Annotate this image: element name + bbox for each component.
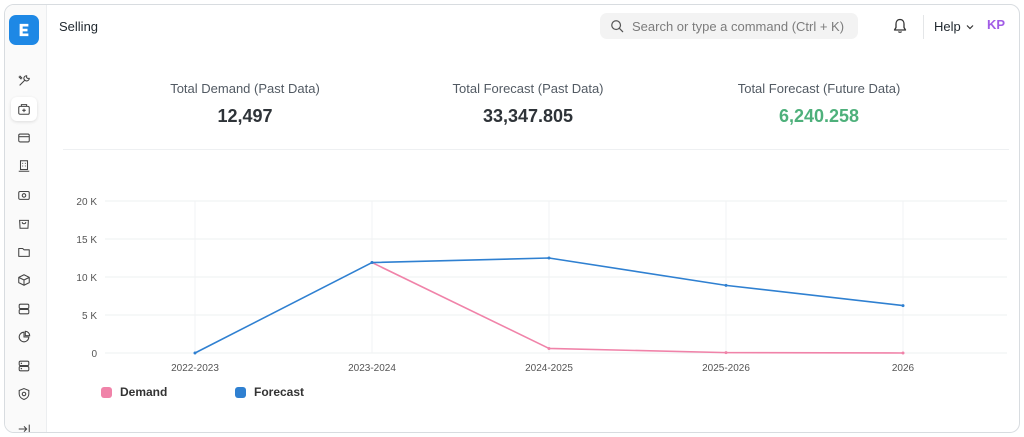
data-point-forecast[interactable] — [901, 304, 905, 308]
data-point-forecast[interactable] — [724, 283, 728, 287]
legend-swatch-demand — [101, 386, 112, 398]
sidebar-item-database[interactable] — [11, 354, 37, 378]
section-divider — [63, 149, 1009, 150]
stat-total-forecast-future: Total Forecast (Future Data) 6,240.258 — [709, 81, 929, 127]
y-tick-label: 5 K — [82, 311, 97, 322]
search-icon — [611, 20, 624, 33]
shopping-bag-icon — [19, 219, 29, 229]
sidebar-item-collapse-sidebar[interactable] — [11, 417, 37, 432]
y-tick-label: 20 K — [76, 197, 97, 208]
search-bar[interactable]: Search or type a command (Ctrl + K) — [600, 13, 858, 39]
legend-item-forecast[interactable]: Forecast — [235, 385, 304, 399]
stat-value: 12,497 — [217, 106, 273, 126]
selling-box-icon — [18, 104, 30, 115]
app-logo[interactable] — [9, 15, 39, 45]
sidebar-item-tools[interactable] — [11, 69, 37, 93]
help-dropdown[interactable]: Help — [934, 19, 975, 34]
legend-item-demand[interactable]: Demand — [101, 385, 167, 399]
sidebar-item-building[interactable] — [11, 154, 37, 178]
sidebar-item-cube[interactable] — [11, 268, 37, 292]
pie-chart-icon — [18, 330, 31, 343]
sidebar-item-folder[interactable] — [11, 240, 37, 264]
data-point-demand[interactable] — [724, 351, 728, 355]
page-title: Selling — [59, 19, 99, 34]
stat-label: Total Forecast (Past Data) — [452, 81, 604, 96]
x-tick-label: 2025-2026 — [702, 363, 750, 374]
sidebar-item-card[interactable] — [11, 126, 37, 150]
stat-total-demand-past: Total Demand (Past Data) 12,497 — [135, 81, 355, 127]
legend-label: Forecast — [254, 385, 305, 399]
top-navbar: Selling Search or type a command (Ctrl +… — [47, 5, 1019, 49]
x-tick-label: 2024-2025 — [525, 363, 573, 374]
y-tick-label: 0 — [91, 349, 97, 360]
sidebar-item-pie-chart[interactable] — [11, 325, 37, 349]
header-divider — [923, 15, 924, 39]
database-icon — [18, 360, 30, 372]
app-window: Selling Search or type a command (Ctrl +… — [4, 4, 1020, 433]
stat-label: Total Forecast (Future Data) — [737, 81, 901, 96]
sidebar-item-selling-box[interactable] — [11, 97, 37, 121]
data-point-demand[interactable] — [901, 351, 905, 355]
sidebar-item-money[interactable] — [11, 183, 37, 207]
stat-value: 6,240.258 — [778, 106, 860, 126]
user-avatar[interactable]: KP — [987, 17, 1006, 32]
legend-label: Demand — [120, 385, 168, 399]
legend-swatch-forecast — [235, 386, 246, 398]
x-tick-label: 2022-2023 — [171, 363, 219, 374]
collapse-sidebar-icon — [18, 424, 30, 432]
chevron-down-icon — [966, 24, 974, 29]
series-line-demand[interactable] — [371, 261, 904, 354]
data-point-forecast[interactable] — [370, 261, 374, 265]
x-tick-label: 2026 — [892, 363, 915, 374]
data-point-forecast[interactable] — [193, 351, 197, 355]
x-tick-label: 2023-2024 — [348, 363, 396, 374]
folder-icon — [18, 247, 30, 257]
stat-total-forecast-past: Total Forecast (Past Data) 33,347.805 — [418, 81, 638, 127]
server-icon — [18, 303, 30, 315]
cube-icon — [18, 274, 30, 286]
y-tick-label: 15 K — [76, 235, 97, 246]
sidebar — [5, 5, 47, 432]
search-placeholder: Search or type a command (Ctrl + K) — [632, 18, 845, 34]
y-tick-label: 10 K — [76, 273, 97, 284]
stat-label: Total Demand (Past Data) — [170, 81, 320, 96]
data-point-forecast[interactable] — [547, 256, 551, 260]
card-icon — [18, 133, 30, 143]
shield-icon — [18, 388, 30, 401]
sidebar-item-server[interactable] — [11, 297, 37, 321]
tools-icon — [18, 75, 30, 86]
building-icon — [18, 160, 30, 172]
money-icon — [18, 190, 30, 200]
demand-forecast-chart: 0 5 K 10 K 15 K 20 K 2022-2023 2023-2024 2024-2… — [76, 197, 1007, 374]
data-point-demand[interactable] — [547, 346, 551, 350]
stat-value: 33,347.805 — [482, 106, 574, 126]
help-label: Help — [934, 19, 961, 34]
sidebar-item-shopping-bag[interactable] — [11, 211, 37, 235]
erp-logo-icon — [19, 23, 29, 37]
notification-bell-icon[interactable] — [892, 18, 908, 34]
sidebar-item-shield[interactable] — [11, 382, 37, 406]
